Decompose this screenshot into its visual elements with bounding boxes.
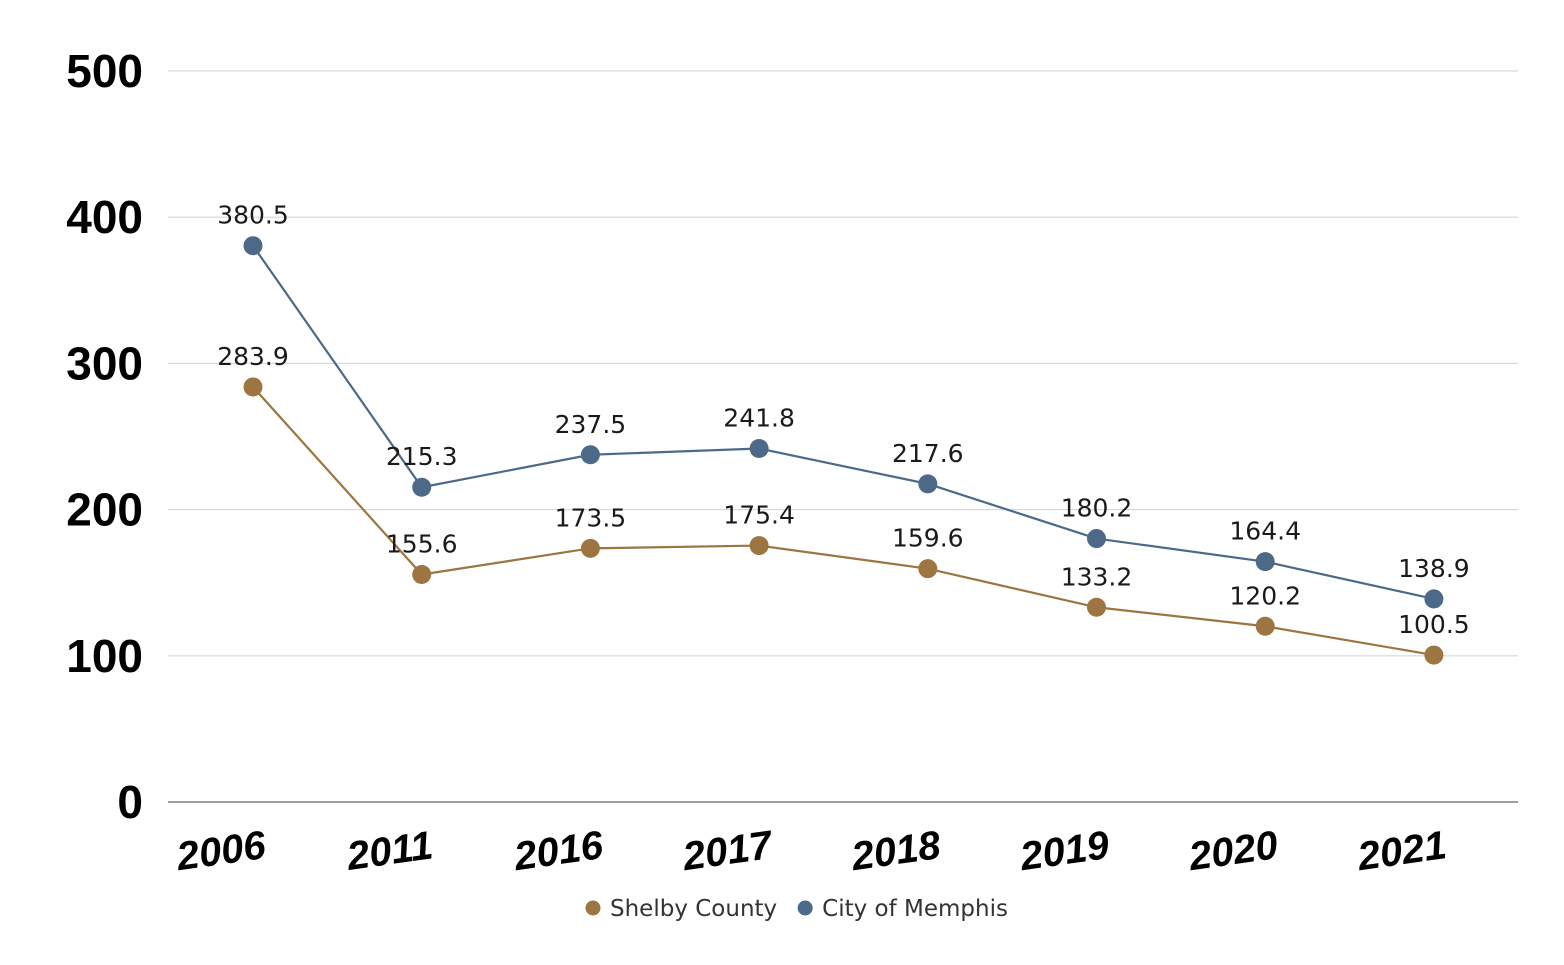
gridlines [168,70,1518,657]
y-tick-label: 200 [66,484,143,536]
y-tick-label: 500 [66,45,143,97]
data-labels: 283.9 155.6 173.5 175.4 159.6 133.2 120.2 100.5… [217,201,1469,639]
data-label: 217.6 [892,439,964,468]
legend-label: City of Memphis [822,896,1008,922]
data-label: 241.8 [723,403,795,432]
data-point [1424,645,1444,665]
data-label: 138.9 [1398,554,1470,583]
x-tick-label: 2011 [343,823,435,879]
data-label: 164.4 [1229,517,1301,546]
legend-label: Shelby County [610,896,777,922]
x-tick-label: 2017 [679,823,776,879]
x-tick-label: 2019 [1017,823,1113,879]
series-line [252,386,1435,657]
data-point [1255,616,1275,636]
data-label: 120.2 [1229,581,1301,610]
y-tick-label: 100 [66,630,143,682]
x-tick-label: 2020 [1185,823,1280,879]
data-label: 180.2 [1061,494,1133,523]
data-label: 237.5 [555,410,627,439]
data-point [1424,589,1444,609]
legend-marker [797,900,813,916]
series-line [252,245,1435,601]
data-point [412,477,432,497]
data-label: 173.5 [555,503,627,532]
data-point [412,565,432,585]
data-point [918,559,938,579]
data-label: 175.4 [723,501,795,530]
data-point [243,377,263,397]
data-point [580,445,600,465]
data-point [749,438,769,458]
y-tick-label: 0 [117,776,143,828]
data-label: 100.5 [1398,610,1470,639]
data-point [243,236,263,256]
y-tick-label: 400 [66,191,143,243]
x-tick-label: 2021 [1354,823,1449,879]
legend: Shelby County City of Memphis [585,896,1008,922]
data-point [1255,552,1275,572]
data-point [580,538,600,558]
data-point [1087,529,1106,549]
series-lines [243,236,1444,665]
axes: 0 100 200 300 400 500 2006 2011 2016 2017 2018 2019… [66,45,1518,879]
data-label: 155.6 [386,530,458,559]
data-label: 215.3 [386,442,458,471]
y-tick-label: 300 [66,337,143,389]
data-point [749,536,769,556]
data-point [1087,597,1106,617]
data-label: 283.9 [217,342,289,371]
x-tick-label: 2006 [173,823,269,879]
data-label: 133.2 [1061,562,1133,591]
data-point [918,474,938,494]
x-tick-label: 2016 [510,823,606,879]
x-tick-label: 2018 [848,823,944,879]
data-label: 159.6 [892,524,964,553]
legend-marker [585,900,601,916]
data-label: 380.5 [217,201,289,230]
